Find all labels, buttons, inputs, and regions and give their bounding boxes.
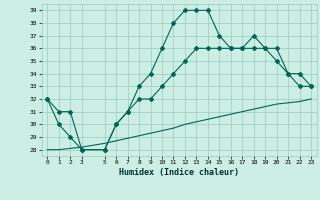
X-axis label: Humidex (Indice chaleur): Humidex (Indice chaleur) [119, 168, 239, 177]
